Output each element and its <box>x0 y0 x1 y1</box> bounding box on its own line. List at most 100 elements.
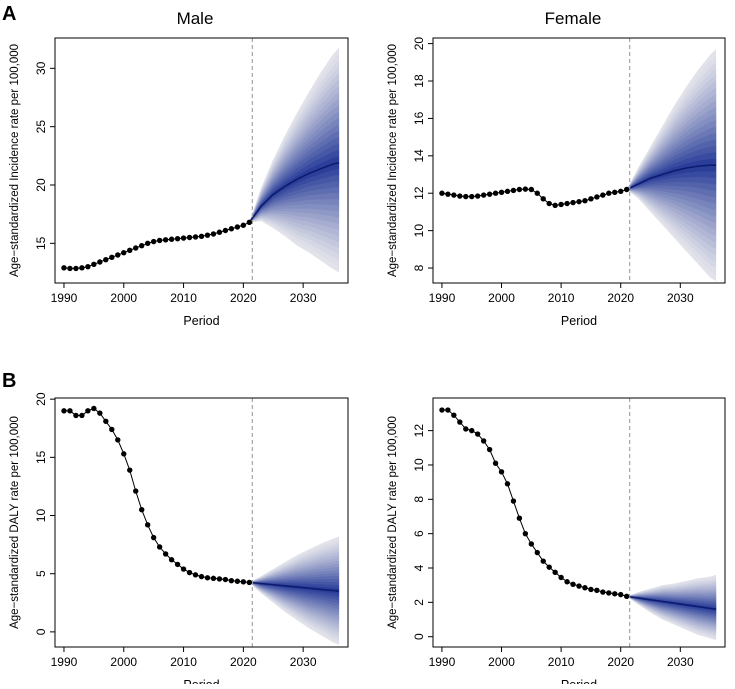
observed-point <box>162 551 169 557</box>
prediction-band <box>249 582 340 598</box>
observed-point <box>210 231 217 237</box>
x-tick-label: 2000 <box>110 655 137 669</box>
observed-point <box>228 226 235 232</box>
x-tick-label: 1990 <box>429 291 456 305</box>
panel-label-b: B <box>2 370 16 392</box>
observed-point <box>540 558 546 564</box>
y-tick-label: 25 <box>34 120 48 134</box>
observed-point <box>469 193 475 200</box>
y-tick-label: 6 <box>412 530 426 537</box>
observed-point <box>67 408 73 414</box>
observed-point <box>618 188 624 195</box>
observed-point <box>198 573 205 580</box>
observed-point <box>216 229 223 235</box>
observed-point <box>457 193 463 199</box>
x-tick-label: 2030 <box>667 655 694 669</box>
observed-point <box>480 192 487 198</box>
observed-point <box>516 515 523 521</box>
y-tick-label: 16 <box>412 111 426 125</box>
y-tick-label: 8 <box>412 496 426 503</box>
y-tick-label: 10 <box>34 509 48 523</box>
observed-point <box>240 222 247 228</box>
observed-point <box>222 227 229 234</box>
observed-point <box>115 252 121 258</box>
column-title-female: Female <box>545 9 602 28</box>
observed-point <box>480 438 487 444</box>
observed-point <box>109 426 115 433</box>
x-tick-label: 1990 <box>51 655 78 669</box>
observed-point <box>156 237 163 244</box>
y-tick-label: 0 <box>412 633 426 640</box>
observed-point <box>121 249 127 256</box>
observed-point <box>504 188 511 195</box>
y-tick-label: 12 <box>412 186 426 200</box>
y-axis-label: Age−standardized DALY rate per 100,000 <box>9 416 21 629</box>
y-tick-label: 20 <box>34 178 48 192</box>
x-axis-label: Period <box>561 314 597 328</box>
panel-label-a: A <box>2 3 16 25</box>
observed-point <box>534 190 540 196</box>
observed-point <box>222 576 229 583</box>
x-axis-label: Period <box>183 314 219 328</box>
y-tick-label: 5 <box>34 570 48 577</box>
observed-point <box>540 196 546 202</box>
y-tick-label: 10 <box>412 458 426 472</box>
forecast-mean-line <box>626 164 717 191</box>
observed-point <box>234 224 241 230</box>
observed-point <box>439 190 445 196</box>
x-tick-label: 2030 <box>290 291 317 305</box>
forecast-fan <box>249 536 340 645</box>
observed-point <box>133 245 139 251</box>
observed-point <box>612 189 618 195</box>
observed-point <box>150 238 157 245</box>
y-tick-label: 15 <box>34 236 48 250</box>
observed-point <box>246 579 253 586</box>
forecast-mean-line <box>626 595 717 611</box>
prediction-band <box>249 156 340 223</box>
observed-point <box>623 186 630 193</box>
observed-point <box>570 199 576 206</box>
y-tick-label: 10 <box>412 224 426 238</box>
y-tick-label: 30 <box>34 61 48 75</box>
observed-point <box>588 586 594 593</box>
observed-point <box>588 196 594 202</box>
x-tick-label: 2020 <box>607 291 634 305</box>
observed-point <box>67 265 73 272</box>
y-tick-label: 20 <box>412 37 426 51</box>
observed-point <box>234 578 241 584</box>
x-tick-label: 2010 <box>548 655 575 669</box>
observed-point <box>150 534 157 541</box>
plot-frame <box>54 37 349 284</box>
observed-point <box>156 544 163 550</box>
observed-point <box>121 451 127 457</box>
observed-point <box>469 427 475 434</box>
y-axis-label: Age−standardized Incidence rate per 100,… <box>9 44 21 277</box>
observed-point <box>564 579 570 585</box>
observed-point <box>546 564 552 570</box>
observed-line <box>63 221 250 269</box>
observed-point <box>582 198 588 204</box>
plot-frame <box>54 397 349 648</box>
observed-point <box>606 590 612 596</box>
observed-point <box>204 575 211 581</box>
observed-point <box>79 412 85 419</box>
observed-point <box>486 446 493 453</box>
observed-point <box>522 186 529 192</box>
observed-point <box>139 242 145 249</box>
forecast-fan <box>626 49 717 282</box>
observed-point <box>91 261 97 268</box>
observed-point <box>186 569 193 576</box>
observed-point <box>457 419 463 425</box>
observed-point <box>97 259 103 265</box>
y-tick-label: 4 <box>412 564 426 571</box>
observed-point <box>492 190 499 196</box>
observed-point <box>612 591 618 597</box>
observed-point <box>534 549 540 556</box>
chart-daly-female: 1990 2000 2010 2020 2030 0 2 4 6 8 10 12 Period Age−s… <box>387 397 726 689</box>
observed-point <box>510 187 517 194</box>
observed-point <box>186 234 193 241</box>
observed-point <box>61 408 67 414</box>
prediction-band <box>626 596 717 613</box>
observed-point <box>192 234 199 240</box>
observed-point <box>570 581 576 588</box>
